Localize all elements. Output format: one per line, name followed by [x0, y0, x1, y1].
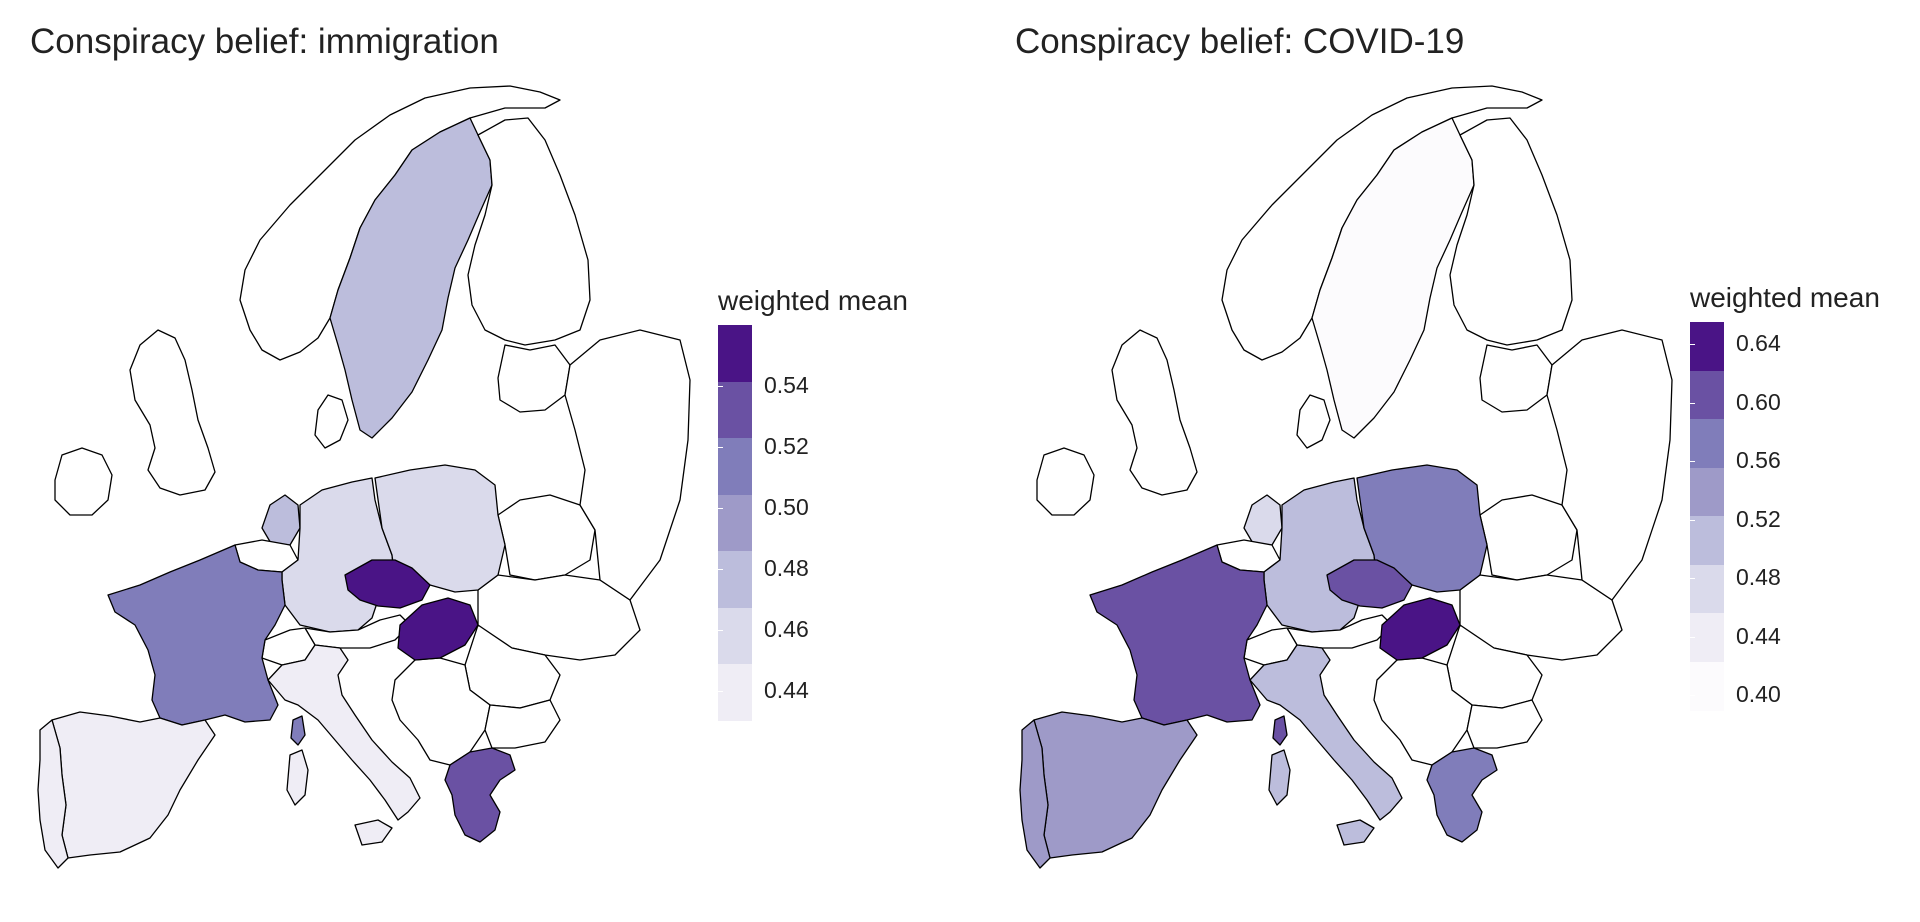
legend-color-step: [1690, 613, 1724, 662]
country-italy: [267, 644, 421, 821]
island-corsica: [290, 715, 306, 746]
country-outline-bulgaria: [484, 699, 561, 749]
country-greece: [444, 747, 516, 843]
legend-tick-label: 0.52: [764, 432, 809, 459]
legend-color-step: [1690, 322, 1724, 371]
country-france: [107, 544, 286, 726]
country-france: [1089, 544, 1268, 726]
country-outline-russia: [1546, 329, 1673, 601]
country-netherlands: [261, 494, 301, 546]
legend-tick-label: 0.48: [1736, 564, 1781, 591]
legend-tick-mark: [1690, 461, 1695, 463]
country-netherlands: [1243, 494, 1283, 546]
legend-tick-mark: [1690, 636, 1695, 638]
country-united-kingdom: [1111, 329, 1198, 496]
legend-tick-label: 0.54: [764, 371, 809, 398]
country-outline-belarus: [497, 494, 596, 581]
map-panel-covid: Conspiracy belief: COVID-19 weighted mea…: [990, 0, 1920, 922]
legend-tick-mark: [1690, 402, 1695, 404]
legend: weighted mean 0.64 0.60 0.56 0.52 0.48 0.44 0.…: [1690, 282, 1920, 742]
country-hungary: [397, 597, 479, 661]
country-sweden: [329, 117, 493, 439]
legend-tick-label: 0.44: [764, 676, 809, 703]
island-corsica: [1272, 715, 1288, 746]
panel-title: Conspiracy belief: immigration: [30, 22, 499, 61]
legend-color-step: [1690, 564, 1724, 614]
legend-color-step: [718, 664, 752, 722]
country-outline-baltics: [1479, 344, 1553, 413]
legend-tick-mark: [1690, 519, 1695, 521]
legend-color-step: [1690, 516, 1724, 565]
country-italy: [1249, 644, 1403, 821]
country-hungary: [1379, 597, 1461, 661]
country-outline-bulgaria: [1466, 699, 1543, 749]
europe-map: [1019, 85, 1673, 869]
country-czechia: [344, 559, 431, 609]
legend-color-step: [718, 438, 752, 496]
legend-color-step: [718, 494, 752, 552]
island-sardinia: [286, 749, 309, 806]
europe-map: [37, 85, 691, 869]
legend-tick-label: 0.40: [1736, 681, 1781, 708]
legend-tick-label: 0.44: [1736, 622, 1781, 649]
legend-color-bar: [1690, 322, 1724, 711]
legend-tick-mark: [718, 568, 723, 570]
legend-tick-mark: [718, 446, 723, 448]
country-norway: [239, 85, 561, 361]
legend: weighted mean 0.54 0.52 0.50 0.48 0.46 0.44: [718, 285, 938, 745]
legend-tick-label: 0.56: [1736, 447, 1781, 474]
legend-color-step: [1690, 419, 1724, 468]
country-czechia: [1326, 559, 1413, 609]
country-ireland: [1036, 447, 1095, 516]
legend-title: weighted mean: [1690, 282, 1880, 313]
country-norway: [1221, 85, 1543, 361]
legend-tick-mark: [718, 507, 723, 509]
country-finland: [467, 117, 591, 346]
legend-color-step: [1690, 661, 1724, 711]
legend-color-step: [1690, 370, 1724, 420]
country-denmark: [314, 394, 349, 449]
country-portugal: [1019, 719, 1051, 869]
legend-tick-label: 0.50: [764, 493, 809, 520]
legend-tick-label: 0.60: [1736, 388, 1781, 415]
map-panel-immigration: Conspiracy belief: immigration weighted …: [30, 22, 938, 869]
island-sardinia: [1268, 749, 1291, 806]
legend-color-step: [718, 325, 752, 383]
legend-tick-mark: [1690, 343, 1695, 345]
legend-tick-label: 0.48: [764, 554, 809, 581]
legend-tick-mark: [718, 629, 723, 631]
country-outline-baltics: [497, 344, 571, 413]
country-portugal: [37, 719, 69, 869]
country-outline-russia: [564, 329, 691, 601]
country-sweden: [1311, 117, 1475, 439]
country-denmark: [1296, 394, 1331, 449]
country-finland: [1449, 117, 1573, 346]
legend-tick-label: 0.46: [764, 615, 809, 642]
legend-tick-mark: [718, 690, 723, 692]
island-sicily: [354, 819, 393, 846]
legend-tick-label: 0.52: [1736, 505, 1781, 532]
country-spain: [1033, 711, 1198, 859]
legend-title: weighted mean: [718, 285, 908, 316]
country-spain: [51, 711, 216, 859]
legend-color-step: [718, 607, 752, 665]
legend-tick-mark: [718, 385, 723, 387]
country-outline-belarus: [1479, 494, 1578, 581]
country-ireland: [54, 447, 113, 516]
island-sicily: [1336, 819, 1375, 846]
legend-color-step: [718, 381, 752, 439]
country-greece: [1426, 747, 1498, 843]
legend-tick-label: 0.64: [1736, 329, 1781, 356]
legend-tick-mark: [1690, 578, 1695, 580]
legend-tick-mark: [1690, 695, 1695, 697]
legend-color-step: [718, 551, 752, 609]
legend-color-step: [1690, 467, 1724, 517]
panel-title: Conspiracy belief: COVID-19: [1015, 22, 1465, 61]
legend-color-bar: [718, 325, 752, 722]
country-united-kingdom: [129, 329, 216, 496]
